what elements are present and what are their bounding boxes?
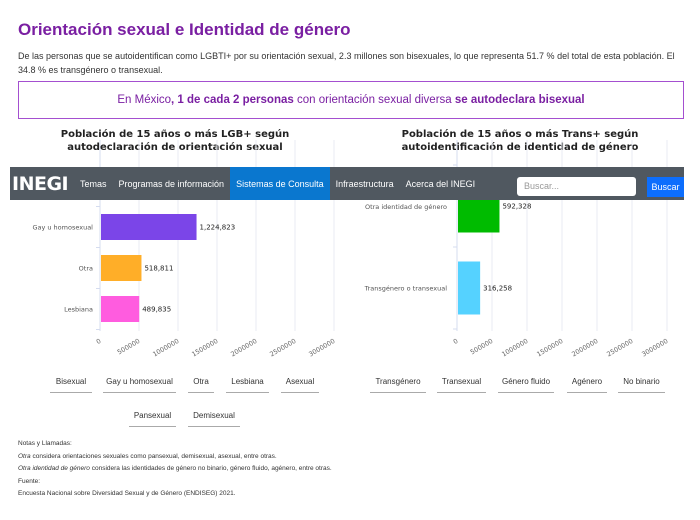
- legend-item-bisexual[interactable]: Bisexual: [50, 377, 92, 393]
- notes-section: Notas y Llamadas: Otra considera orienta…: [18, 438, 332, 501]
- nav-item-infraestructura[interactable]: Infraestructura: [335, 178, 394, 189]
- value-label-trans-1: 316,258: [483, 285, 512, 293]
- legend-item-pansexual[interactable]: Pansexual: [129, 411, 176, 427]
- tick-label-trans-6: 3000000: [640, 337, 669, 358]
- tick-label-lgb-2: 1000000: [151, 337, 180, 358]
- legend-item-demisexual[interactable]: Demisexual: [188, 411, 240, 427]
- chart-title-lgb: Población de 15 años o más LGB+ según au…: [60, 129, 290, 153]
- callout-part1: En México: [117, 94, 172, 106]
- nav-item-acerca[interactable]: Acerca del INEGI: [405, 178, 476, 189]
- nav-item-sistemas-consulta[interactable]: Sistemas de Consulta: [230, 167, 330, 200]
- inegi-logo[interactable]: INEGI: [12, 172, 69, 195]
- search-input[interactable]: Buscar...: [517, 177, 636, 196]
- legend-item-otra[interactable]: Otra: [188, 377, 214, 393]
- category-label-trans-1: Transgénero o transexual: [364, 285, 448, 293]
- page-title: Orientación sexual e Identidad de género: [18, 20, 351, 39]
- tick-label-lgb-1: 500000: [116, 337, 142, 356]
- bar-lgb-2: [101, 296, 140, 322]
- notes-heading: Notas y Llamadas:: [18, 440, 72, 447]
- category-label-lgb-0: Gay u homosexual: [32, 224, 93, 232]
- bar-lgb-0: [101, 214, 197, 240]
- tick-label-trans-5: 2500000: [605, 337, 634, 358]
- value-label-lgb-1: 518,811: [144, 265, 173, 273]
- tick-label-lgb-0: 0: [95, 337, 103, 346]
- note-2-term: Otra identidad de género: [18, 465, 90, 472]
- category-label-lgb-1: Otra: [79, 265, 93, 273]
- legend-item-gay[interactable]: Gay u homosexual: [103, 377, 176, 393]
- chart-title-trans: Población de 15 años o más Trans+ según …: [401, 129, 639, 153]
- callout-part4: se autodeclara bisexual: [454, 94, 585, 106]
- value-label-lgb-2: 489,835: [142, 306, 171, 314]
- note-2-text: considera las identidades de género no b…: [89, 465, 332, 472]
- highlight-callout: En México, 1 de cada 2 personas con orie…: [18, 81, 684, 119]
- note-1-text: considera orientaciones sexuales como pa…: [30, 452, 277, 460]
- value-label-trans-0: 592,328: [502, 203, 531, 211]
- legend-item-transexual[interactable]: Transexual: [437, 377, 486, 393]
- legend-item-asexual[interactable]: Asexual: [281, 377, 319, 393]
- source-heading: Fuente:: [18, 477, 41, 485]
- bar-lgb-1: [101, 255, 142, 281]
- tick-label-lgb-6: 3000000: [307, 337, 336, 358]
- callout-part2: , 1 de cada 2 personas: [171, 94, 294, 106]
- tick-label-trans-0: 0: [452, 337, 460, 346]
- category-label-trans-0: Otra identidad de género: [365, 203, 447, 211]
- tick-label-trans-3: 1500000: [535, 337, 564, 358]
- legend-item-lesbiana[interactable]: Lesbiana: [226, 377, 269, 393]
- search-button[interactable]: Buscar: [647, 177, 684, 197]
- intro-paragraph: De las personas que se autoidentifican c…: [18, 51, 675, 75]
- tick-label-trans-1: 500000: [469, 337, 495, 356]
- note-1-term: Otra: [18, 452, 31, 460]
- tick-label-lgb-5: 2500000: [268, 337, 297, 358]
- nav-item-temas[interactable]: Temas: [80, 178, 107, 189]
- callout-part3: con orientación sexual diversa: [293, 94, 455, 106]
- tick-label-trans-4: 2000000: [570, 337, 599, 358]
- note-2: Otra identidad de género considera las i…: [18, 463, 332, 476]
- legend-item-no-binario[interactable]: No binario: [618, 377, 665, 393]
- tick-label-lgb-4: 2000000: [229, 337, 258, 358]
- bar-trans-1: [458, 261, 481, 315]
- nav-item-programas[interactable]: Programas de información: [118, 178, 225, 189]
- note-1: Otra considera orientaciones sexuales co…: [18, 451, 332, 464]
- tick-label-lgb-3: 1500000: [190, 337, 219, 358]
- legend-item-agenero[interactable]: Agénero: [567, 377, 607, 393]
- value-label-lgb-0: 1,224,823: [200, 224, 236, 232]
- legend-item-transgenero[interactable]: Transgénero: [370, 377, 426, 393]
- category-label-lgb-2: Lesbiana: [64, 306, 93, 314]
- source-text: Encuesta Nacional sobre Diversidad Sexua…: [18, 490, 236, 497]
- legend-item-genero-fluido[interactable]: Género fluido: [498, 377, 554, 393]
- tick-label-trans-2: 1000000: [500, 337, 529, 358]
